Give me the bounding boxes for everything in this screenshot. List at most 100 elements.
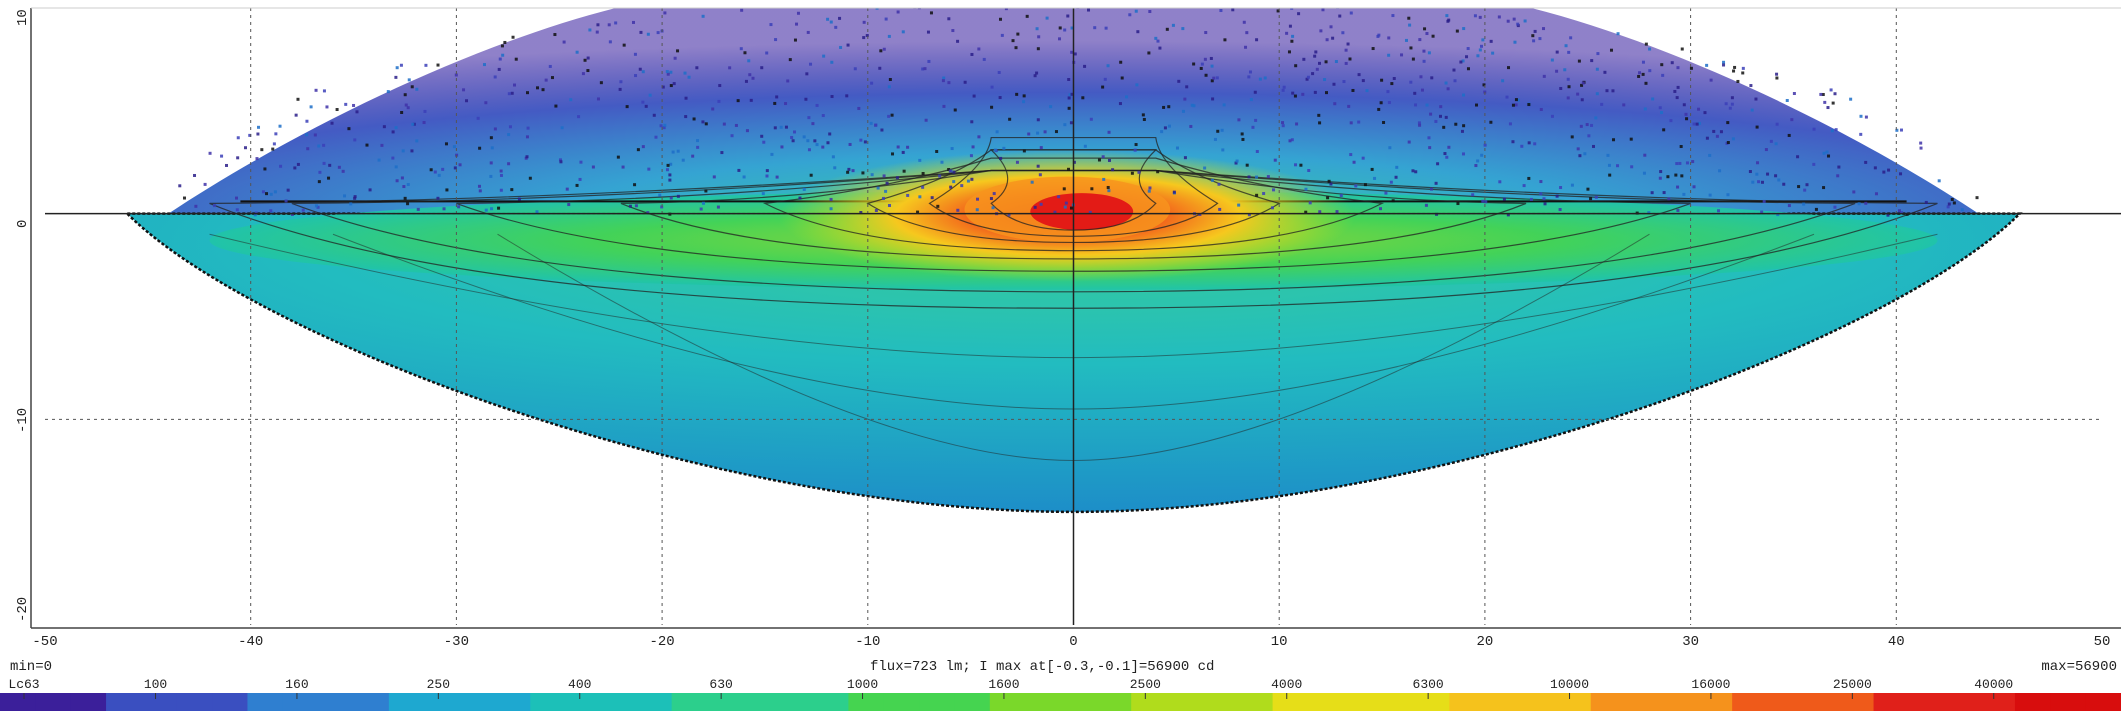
scatter-speck: [1678, 161, 1682, 165]
colorbar-segment: [1696, 693, 1734, 711]
scatter-speck: [1666, 175, 1670, 179]
scatter-speck: [1422, 49, 1426, 53]
scatter-speck: [1386, 90, 1390, 94]
scatter-speck: [890, 113, 894, 117]
scatter-speck: [1445, 155, 1449, 159]
scatter-speck: [422, 121, 426, 125]
colorbar-segment: [35, 693, 72, 711]
scatter-speck: [1715, 134, 1719, 138]
scatter-speck: [1670, 61, 1674, 65]
scatter-speck: [1478, 48, 1482, 52]
scatter-speck: [1329, 25, 1333, 29]
scatter-speck: [1332, 82, 1336, 86]
scatter-speck: [501, 53, 505, 57]
scatter-speck: [740, 8, 744, 12]
scatter-speck: [1796, 155, 1800, 159]
scatter-speck: [1093, 26, 1097, 30]
scatter-speck: [1035, 27, 1039, 31]
scatter-speck: [234, 196, 238, 200]
scatter-speck: [895, 176, 899, 180]
scatter-speck: [811, 122, 815, 126]
scatter-speck: [1090, 187, 1094, 191]
scatter-speck: [659, 124, 663, 128]
scatter-speck: [830, 60, 834, 64]
scatter-speck: [616, 155, 620, 159]
scatter-speck: [1063, 28, 1067, 32]
scatter-speck: [1212, 76, 1216, 80]
scatter-speck: [410, 149, 414, 153]
scatter-speck: [442, 207, 446, 211]
scatter-speck: [1491, 51, 1495, 55]
scatter-speck: [1319, 29, 1323, 33]
scatter-speck: [1317, 113, 1321, 117]
scatter-speck: [1676, 66, 1680, 70]
scatter-speck: [476, 116, 480, 120]
scatter-speck: [634, 74, 638, 78]
scatter-speck: [1223, 38, 1227, 42]
scatter-speck: [1339, 193, 1343, 197]
scatter-speck: [1340, 0, 1343, 3]
scatter-speck: [1087, 8, 1091, 12]
scatter-speck: [1578, 154, 1582, 158]
scatter-speck: [500, 44, 504, 48]
scatter-speck: [1629, 137, 1633, 141]
scatter-speck: [263, 167, 267, 171]
scatter-speck: [793, 38, 797, 42]
scatter-speck: [1068, 93, 1072, 97]
scatter-speck: [591, 165, 595, 169]
scatter-speck: [1158, 46, 1162, 50]
scatter-speck: [1532, 39, 1536, 43]
scatter-speck: [243, 146, 247, 150]
scatter-speck: [1348, 57, 1352, 61]
scatter-speck: [402, 185, 406, 189]
scatter-speck: [1523, 19, 1527, 23]
scatter-speck: [1011, 39, 1015, 43]
scatter-speck: [558, 158, 562, 162]
scatter-speck: [1104, 26, 1108, 30]
scatter-speck: [330, 121, 334, 125]
scatter-speck: [765, 174, 769, 178]
scatter-speck: [669, 70, 673, 74]
scatter-speck: [482, 63, 486, 67]
scatter-speck: [343, 194, 347, 198]
scatter-speck: [1787, 204, 1791, 208]
y-tick-label: 0: [15, 219, 31, 228]
colorbar-level-label: 1600: [988, 677, 1020, 692]
scatter-speck: [989, 197, 993, 201]
colorbar-segment: [707, 693, 744, 711]
scatter-speck: [1015, 160, 1019, 164]
colorbar-segment: [1979, 693, 2016, 711]
scatter-speck: [857, 106, 861, 110]
scatter-speck: [1717, 209, 1721, 213]
colorbar-segment: [318, 693, 355, 711]
scatter-speck: [671, 150, 675, 154]
scatter-speck: [1213, 137, 1217, 141]
scatter-speck: [1314, 50, 1318, 54]
scatter-speck: [1590, 59, 1594, 63]
scatter-speck: [1757, 180, 1761, 184]
scatter-speck: [663, 11, 667, 15]
scatter-speck: [1154, 36, 1158, 40]
scatter-speck: [1333, 102, 1337, 106]
scatter-speck: [1952, 201, 1956, 205]
scatter-speck: [879, 49, 883, 53]
scatter-speck: [1177, 79, 1181, 83]
scatter-speck: [847, 167, 851, 171]
scatter-speck: [1215, 76, 1219, 80]
scatter-speck: [1167, 105, 1171, 109]
scatter-speck: [1317, 61, 1321, 65]
scatter-speck: [947, 81, 951, 85]
scatter-speck: [1859, 114, 1863, 118]
colorbar-segment: [919, 693, 956, 711]
scatter-speck: [1590, 123, 1594, 127]
scatter-speck: [1313, 90, 1317, 94]
scatter-speck: [1251, 125, 1255, 129]
scatter-speck: [1777, 178, 1781, 182]
iso-contour: [928, 136, 1219, 237]
scatter-speck: [1247, 213, 1251, 217]
scatter-speck: [1751, 180, 1755, 184]
scatter-speck: [1308, 201, 1312, 205]
scatter-speck: [942, 76, 946, 80]
scatter-speck: [586, 69, 590, 73]
scatter-speck: [1282, 85, 1286, 89]
